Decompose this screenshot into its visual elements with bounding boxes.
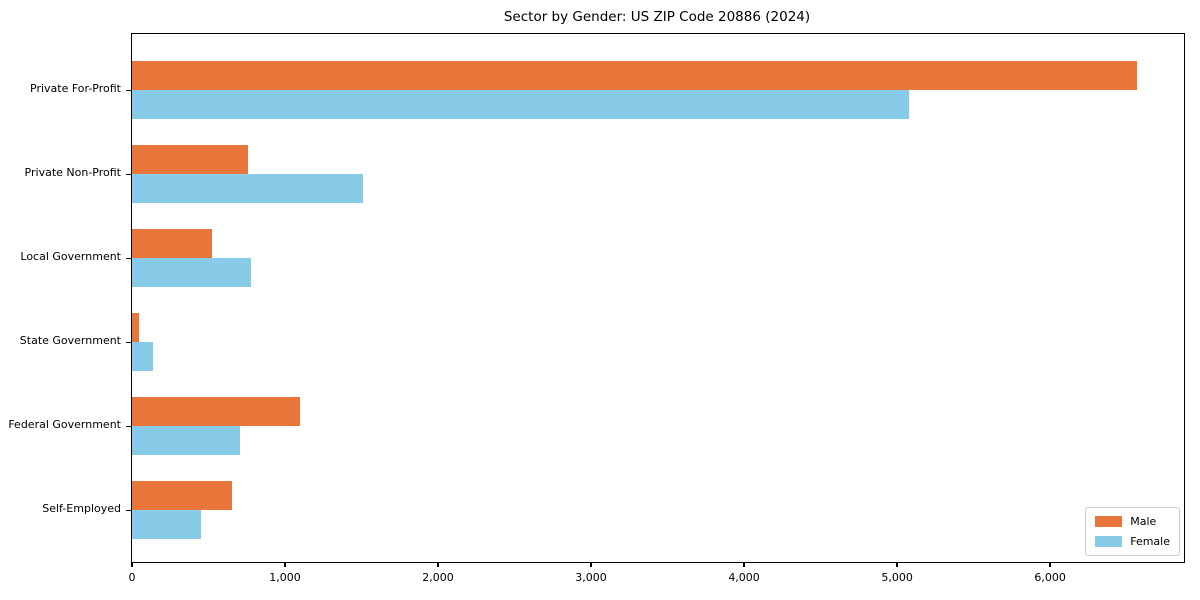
x-tick-mark-3000 (590, 562, 592, 567)
x-tick-label-1000: 1,000 (269, 571, 301, 584)
category-label-self-employed: Self-Employed (42, 502, 121, 515)
bar-female-private-non-profit (132, 174, 364, 203)
category-label-local-government: Local Government (20, 250, 121, 263)
legend-label-female: Female (1130, 535, 1170, 548)
category-label-private-for-profit: Private For-Profit (30, 82, 121, 95)
legend-swatch-female (1095, 536, 1123, 547)
x-tick-label-0: 0 (128, 571, 136, 584)
y-tick-private-non-profit (126, 173, 132, 175)
y-tick-private-for-profit (126, 89, 132, 91)
x-tick-mark-6000 (1049, 562, 1051, 567)
y-tick-local-government (126, 257, 132, 259)
category-label-state-government: State Government (19, 334, 121, 347)
x-tick-mark-4000 (743, 562, 745, 567)
bar-male-private-non-profit (132, 145, 248, 174)
x-tick-label-6000: 6,000 (1034, 571, 1066, 584)
bar-female-state-government (132, 342, 153, 371)
y-tick-state-government (126, 341, 132, 343)
x-tick-mark-5000 (896, 562, 898, 567)
y-tick-federal-government (126, 425, 132, 427)
bar-male-private-for-profit (132, 61, 1138, 90)
x-tick-label-4000: 4,000 (728, 571, 760, 584)
bar-male-self-employed (132, 481, 233, 510)
category-label-private-non-profit: Private Non-Profit (24, 166, 121, 179)
legend: Male Female (1085, 507, 1180, 556)
bar-female-private-for-profit (132, 90, 910, 119)
x-tick-label-5000: 5,000 (881, 571, 913, 584)
x-tick-label-2000: 2,000 (422, 571, 454, 584)
x-tick-label-3000: 3,000 (575, 571, 607, 584)
legend-item-male: Male (1095, 515, 1170, 528)
legend-swatch-male (1095, 516, 1123, 527)
bar-male-federal-government (132, 397, 301, 426)
bar-female-self-employed (132, 510, 201, 539)
category-label-federal-government: Federal Government (8, 418, 121, 431)
legend-label-male: Male (1130, 515, 1157, 528)
y-tick-self-employed (126, 509, 132, 511)
chart-title: Sector by Gender: US ZIP Code 20886 (202… (503, 9, 811, 25)
x-tick-mark-1000 (284, 562, 286, 567)
legend-item-female: Female (1095, 535, 1170, 548)
plot-area: Male Female 0 1,000 2,000 3,000 4,000 5,000 6,… (126, 33, 1185, 584)
x-tick-mark-2000 (437, 562, 439, 567)
bar-female-local-government (132, 258, 252, 287)
bar-male-local-government (132, 229, 212, 258)
bar-male-state-government (132, 313, 139, 342)
x-tick-mark-0 (131, 562, 133, 567)
bar-female-federal-government (132, 426, 240, 455)
